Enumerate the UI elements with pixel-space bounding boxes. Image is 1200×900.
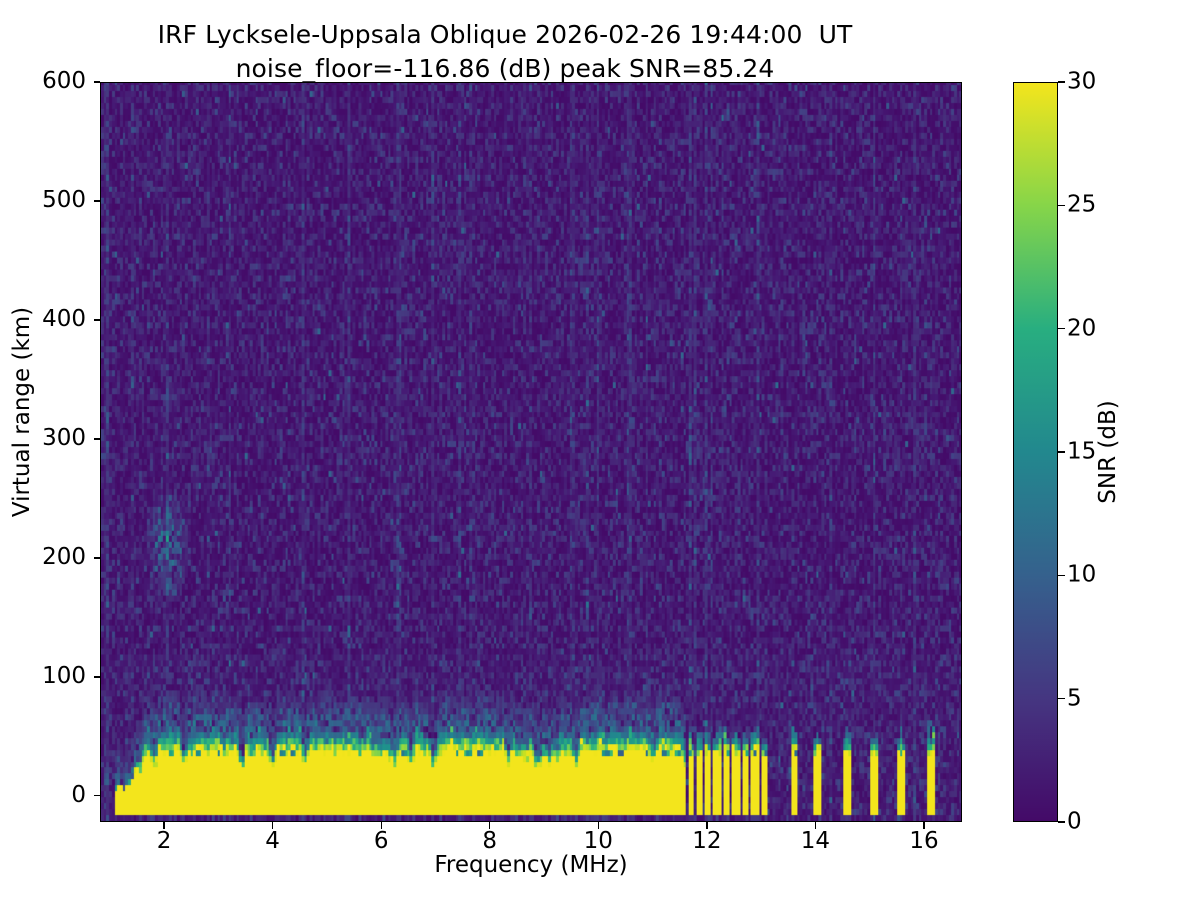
colorbar-tick-label: 15	[1067, 438, 1097, 465]
title-line-1: IRF Lycksele-Uppsala Oblique 2026-02-26 …	[157, 20, 853, 49]
y-tick-mark	[93, 557, 100, 559]
colorbar-tick-label: 20	[1067, 315, 1097, 342]
colorbar-tick-mark	[1058, 821, 1065, 823]
y-tick-label: 200	[42, 543, 86, 570]
colorbar-tick-label: 30	[1067, 68, 1097, 95]
x-tick-mark	[923, 822, 925, 829]
colorbar-gradient	[1014, 83, 1057, 821]
colorbar-tick-mark	[1058, 574, 1065, 576]
x-tick-label: 14	[800, 828, 831, 854]
colorbar-tick-mark	[1058, 204, 1065, 206]
x-axis-ticks: 2 4 6 8 10 12 14 16	[100, 822, 962, 862]
colorbar-tick-label: 25	[1067, 191, 1097, 218]
x-tick-label: 2	[156, 828, 172, 854]
colorbar-label: SNR (dB)	[1095, 400, 1121, 504]
y-tick-label: 300	[42, 424, 86, 451]
x-tick-mark	[163, 822, 165, 829]
y-tick-mark	[93, 676, 100, 678]
colorbar-ticks: 0 5 10 15 20 25 30	[1058, 70, 1198, 833]
colorbar-tick-mark	[1058, 328, 1065, 330]
x-tick-mark	[489, 822, 491, 829]
x-tick-label: 6	[373, 828, 389, 854]
x-tick-mark	[814, 822, 817, 829]
y-tick-label: 0	[71, 781, 86, 808]
x-tick-mark	[597, 822, 599, 829]
x-axis-label: Frequency (MHz)	[434, 852, 628, 878]
x-tick-mark	[271, 822, 274, 829]
y-tick-mark	[93, 81, 100, 83]
y-tick-mark	[93, 319, 100, 321]
figure-title: IRF Lycksele-Uppsala Oblique 2026-02-26 …	[0, 18, 1010, 86]
colorbar-tick-mark	[1058, 451, 1065, 453]
x-tick-label: 10	[583, 828, 613, 854]
x-tick-label: 16	[909, 828, 939, 854]
y-tick-label: 500	[42, 186, 86, 213]
colorbar	[1013, 82, 1058, 822]
x-tick-mark	[380, 822, 382, 829]
x-tick-label: 8	[482, 828, 498, 854]
ionogram-heatmap	[101, 83, 961, 821]
y-tick-label: 600	[42, 68, 86, 94]
y-tick-label: 400	[42, 305, 86, 332]
colorbar-tick-label: 5	[1067, 685, 1082, 712]
colorbar-tick-mark	[1058, 81, 1065, 83]
x-tick-label: 12	[692, 828, 722, 854]
colorbar-tick-mark	[1058, 698, 1065, 700]
y-axis-label: Virtual range (km)	[9, 306, 35, 518]
x-tick-mark	[706, 822, 708, 829]
plot-area	[100, 82, 962, 822]
title-line-2: noise_floor=-116.86 (dB) peak SNR=85.24	[235, 54, 775, 83]
y-tick-mark	[93, 200, 100, 202]
y-tick-mark	[93, 795, 100, 797]
y-tick-mark	[93, 438, 100, 440]
y-tick-label: 100	[42, 662, 86, 689]
colorbar-tick-label: 0	[1067, 808, 1082, 835]
colorbar-tick-label: 10	[1067, 561, 1097, 588]
x-tick-label: 4	[265, 828, 280, 854]
